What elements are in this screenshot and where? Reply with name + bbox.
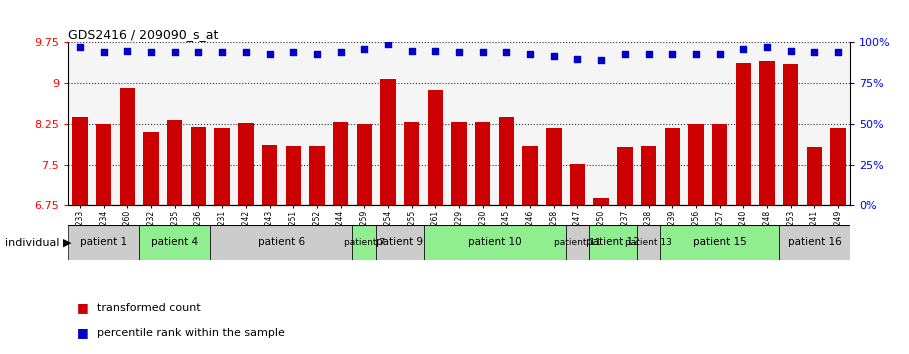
Point xyxy=(167,50,182,55)
Bar xyxy=(376,225,424,260)
Point xyxy=(594,58,608,63)
Bar xyxy=(783,64,798,205)
Text: ■: ■ xyxy=(77,302,89,314)
Bar xyxy=(238,123,254,205)
Point xyxy=(807,50,822,55)
Text: ■: ■ xyxy=(77,326,89,339)
Point xyxy=(617,51,632,57)
Bar xyxy=(139,225,210,260)
Point xyxy=(665,51,680,57)
Bar xyxy=(452,122,466,205)
Bar xyxy=(570,164,585,205)
Bar xyxy=(356,125,372,205)
Bar xyxy=(68,225,139,260)
Bar xyxy=(475,122,491,205)
Text: patient 11: patient 11 xyxy=(554,238,601,247)
Point xyxy=(428,48,443,53)
Bar xyxy=(427,90,443,205)
Text: patient 6: patient 6 xyxy=(258,238,305,247)
Bar xyxy=(636,225,661,260)
Bar xyxy=(661,225,779,260)
Point xyxy=(736,46,751,52)
Point xyxy=(831,50,845,55)
Text: patient 1: patient 1 xyxy=(80,238,127,247)
Bar xyxy=(664,128,680,205)
Bar xyxy=(96,124,112,205)
Point xyxy=(120,48,135,53)
Point xyxy=(546,53,561,58)
Point xyxy=(784,48,798,53)
Bar xyxy=(712,124,727,205)
Bar xyxy=(565,225,589,260)
Bar xyxy=(73,117,87,205)
Point xyxy=(286,50,301,55)
Bar xyxy=(759,62,774,205)
Point xyxy=(713,51,727,57)
Point xyxy=(523,51,537,57)
Bar xyxy=(380,79,395,205)
Bar xyxy=(191,127,206,205)
Text: patient 13: patient 13 xyxy=(625,238,672,247)
Point xyxy=(641,51,655,57)
Point xyxy=(191,50,205,55)
Text: GDS2416 / 209090_s_at: GDS2416 / 209090_s_at xyxy=(68,28,218,41)
Bar xyxy=(735,63,751,205)
Bar xyxy=(262,144,277,205)
Bar xyxy=(144,132,159,205)
Bar xyxy=(210,225,353,260)
Bar xyxy=(779,225,850,260)
Point xyxy=(215,50,229,55)
Text: patient 4: patient 4 xyxy=(151,238,198,247)
Point xyxy=(405,48,419,53)
Text: patient 7: patient 7 xyxy=(344,238,385,247)
Point xyxy=(263,51,277,57)
Point xyxy=(499,50,514,55)
Point xyxy=(381,41,395,47)
Bar xyxy=(353,225,376,260)
Point xyxy=(310,51,325,57)
Point xyxy=(452,50,466,55)
Point xyxy=(144,50,158,55)
Point xyxy=(570,56,584,62)
Bar xyxy=(404,122,419,205)
Point xyxy=(96,50,111,55)
Bar xyxy=(120,87,135,205)
Bar xyxy=(499,118,514,205)
Bar xyxy=(641,145,656,205)
Bar xyxy=(309,145,325,205)
Point xyxy=(73,45,87,50)
Bar xyxy=(546,128,562,205)
Point xyxy=(334,50,348,55)
Bar xyxy=(424,225,565,260)
Bar xyxy=(167,120,183,205)
Point xyxy=(760,45,774,50)
Bar xyxy=(617,147,633,205)
Point xyxy=(689,51,704,57)
Text: patient 12: patient 12 xyxy=(586,238,640,247)
Text: percentile rank within the sample: percentile rank within the sample xyxy=(97,328,285,338)
Bar xyxy=(333,122,348,205)
Text: transformed count: transformed count xyxy=(97,303,201,313)
Text: individual ▶: individual ▶ xyxy=(5,238,71,247)
Text: patient 16: patient 16 xyxy=(787,238,841,247)
Bar xyxy=(215,128,230,205)
Point xyxy=(357,46,372,52)
Bar xyxy=(831,128,845,205)
Point xyxy=(475,50,490,55)
Text: patient 9: patient 9 xyxy=(376,238,424,247)
Bar xyxy=(688,124,704,205)
Text: patient 10: patient 10 xyxy=(468,238,522,247)
Point xyxy=(238,50,253,55)
Bar xyxy=(594,198,609,205)
Bar xyxy=(285,145,301,205)
Bar xyxy=(589,225,636,260)
Bar xyxy=(523,145,538,205)
Bar xyxy=(806,147,822,205)
Text: patient 15: patient 15 xyxy=(693,238,746,247)
